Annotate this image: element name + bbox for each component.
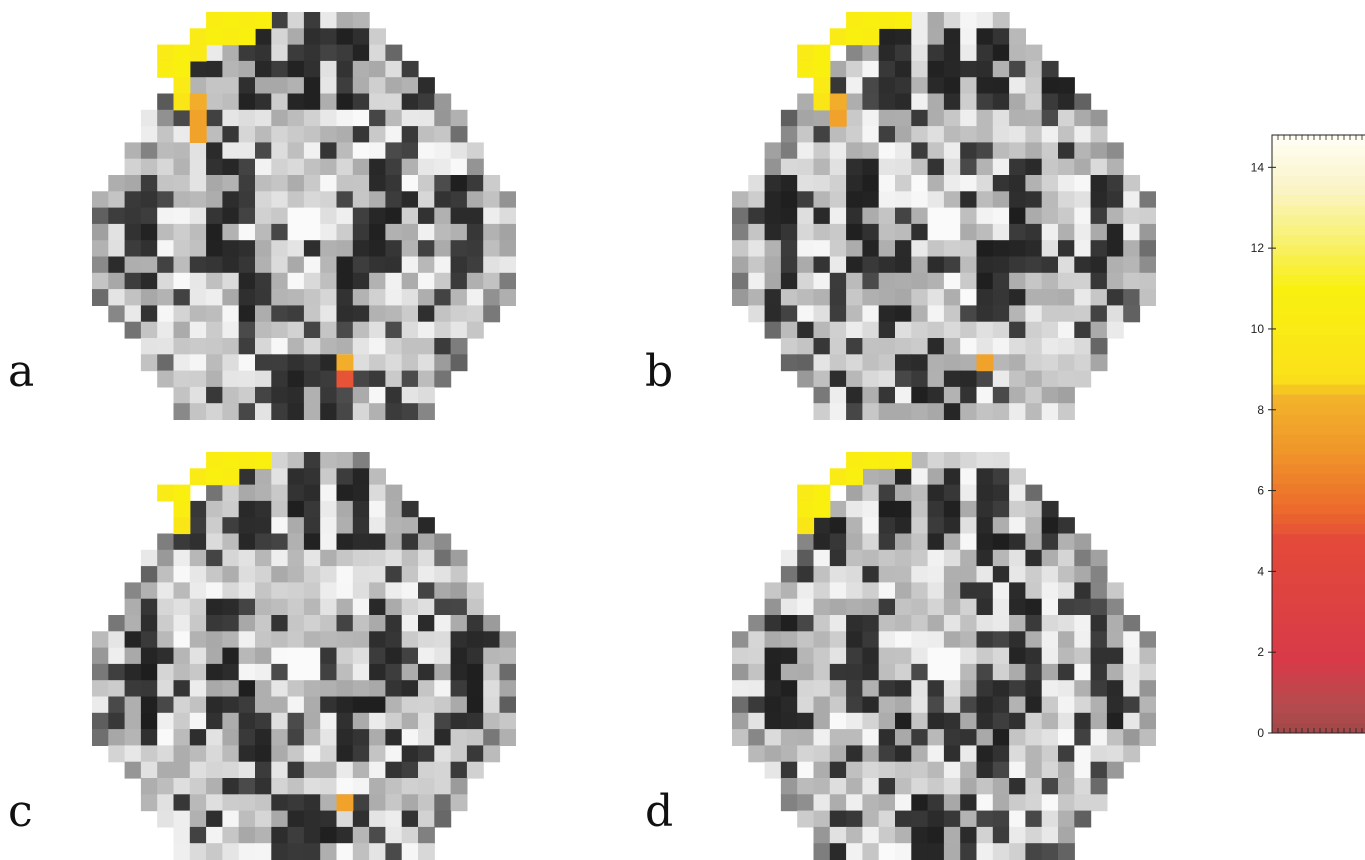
activation-voxel bbox=[189, 44, 207, 62]
colorbar-tick-label: 12 bbox=[1251, 241, 1265, 255]
activation-voxel bbox=[189, 93, 207, 111]
activation-voxel bbox=[846, 452, 863, 469]
panel-label-d: d bbox=[645, 786, 674, 837]
activation-voxel bbox=[222, 28, 240, 46]
activation-voxel bbox=[255, 452, 272, 469]
activation-voxel bbox=[862, 12, 880, 29]
activation-voxel bbox=[222, 12, 240, 29]
activation-voxel bbox=[222, 452, 240, 469]
activation-voxel bbox=[976, 354, 994, 372]
activation-voxel bbox=[206, 468, 223, 486]
activation-voxel bbox=[862, 452, 880, 469]
activation-voxel bbox=[238, 452, 256, 469]
panel-label-c: c bbox=[8, 786, 33, 837]
colorbar-tick-label: 2 bbox=[1257, 645, 1264, 659]
activation-voxel bbox=[173, 93, 191, 111]
activation-voxel bbox=[797, 60, 815, 78]
activation-voxel bbox=[895, 12, 912, 29]
activation-voxel bbox=[255, 12, 272, 29]
activation-voxel bbox=[189, 28, 207, 46]
activation-overlay bbox=[797, 12, 994, 372]
activation-voxel bbox=[206, 28, 223, 46]
activation-voxel bbox=[173, 77, 191, 95]
activation-voxel bbox=[189, 126, 207, 143]
activation-voxel bbox=[829, 28, 847, 46]
activation-overlay bbox=[797, 452, 912, 535]
activation-voxel bbox=[813, 500, 831, 518]
brain-slice-a-image bbox=[92, 12, 516, 420]
activation-voxel bbox=[238, 12, 256, 29]
mri-voxels bbox=[732, 452, 1156, 860]
activation-voxel bbox=[846, 468, 863, 486]
mri-voxels bbox=[732, 12, 1156, 420]
brain-slice-b bbox=[732, 12, 1156, 420]
brain-slice-b-image bbox=[732, 12, 1156, 420]
activation-voxel bbox=[157, 60, 175, 78]
activation-overlay bbox=[157, 12, 354, 388]
colorbar-frame bbox=[1271, 134, 1365, 734]
activation-voxel bbox=[813, 60, 831, 78]
activation-voxel bbox=[813, 77, 831, 95]
mri-voxels bbox=[92, 12, 516, 420]
brain-slice-c-image bbox=[92, 452, 516, 860]
activation-voxel bbox=[797, 517, 815, 535]
colorbar-tick-label: 4 bbox=[1257, 564, 1264, 578]
activation-voxel bbox=[878, 12, 896, 29]
activation-voxel bbox=[189, 109, 207, 127]
activation-voxel bbox=[813, 44, 831, 62]
activation-voxel bbox=[206, 452, 223, 469]
activation-voxel bbox=[813, 484, 831, 502]
activation-voxel bbox=[846, 28, 863, 46]
colorbar-tick-label: 8 bbox=[1257, 403, 1264, 417]
activation-voxel bbox=[157, 484, 175, 502]
brain-slice-a bbox=[92, 12, 516, 420]
brain-slice-d-image bbox=[732, 452, 1156, 860]
activation-voxel bbox=[797, 44, 815, 62]
colorbar-tick-label: 0 bbox=[1257, 726, 1264, 740]
panel-label-b: b bbox=[645, 346, 674, 397]
brain-slice-d bbox=[732, 452, 1156, 860]
activation-voxel bbox=[797, 500, 815, 518]
activation-voxel bbox=[157, 44, 175, 62]
activation-voxel bbox=[173, 500, 191, 518]
brain-slice-c bbox=[92, 452, 516, 860]
activation-voxel bbox=[189, 468, 207, 486]
activation-voxel bbox=[173, 517, 191, 535]
color-gradient bbox=[1272, 135, 1365, 734]
activation-voxel bbox=[895, 452, 912, 469]
activation-voxel bbox=[862, 28, 880, 46]
activation-voxel bbox=[206, 12, 223, 29]
activation-voxel bbox=[829, 93, 847, 111]
activation-voxel bbox=[238, 28, 256, 46]
activation-voxel bbox=[829, 109, 847, 127]
activation-voxel bbox=[336, 370, 354, 388]
color-scale-bar: 0 2 4 6 8 10 12 14 bbox=[1251, 134, 1365, 740]
panel-label-a: a bbox=[8, 346, 35, 397]
activation-voxel bbox=[173, 60, 191, 78]
activation-overlay bbox=[157, 452, 354, 812]
activation-voxel bbox=[813, 93, 831, 111]
activation-voxel bbox=[173, 44, 191, 62]
colorbar-tick-label: 6 bbox=[1257, 484, 1264, 498]
activation-voxel bbox=[336, 794, 354, 812]
activation-voxel bbox=[846, 12, 863, 29]
activation-voxel bbox=[173, 484, 191, 502]
activation-voxel bbox=[797, 484, 815, 502]
activation-voxel bbox=[222, 468, 240, 486]
colorbar-tick-label: 14 bbox=[1251, 160, 1265, 174]
activation-voxel bbox=[829, 468, 847, 486]
colorbar-tick-label: 10 bbox=[1251, 322, 1265, 336]
activation-voxel bbox=[878, 452, 896, 469]
activation-voxel bbox=[336, 354, 354, 372]
mri-voxels bbox=[92, 452, 516, 860]
